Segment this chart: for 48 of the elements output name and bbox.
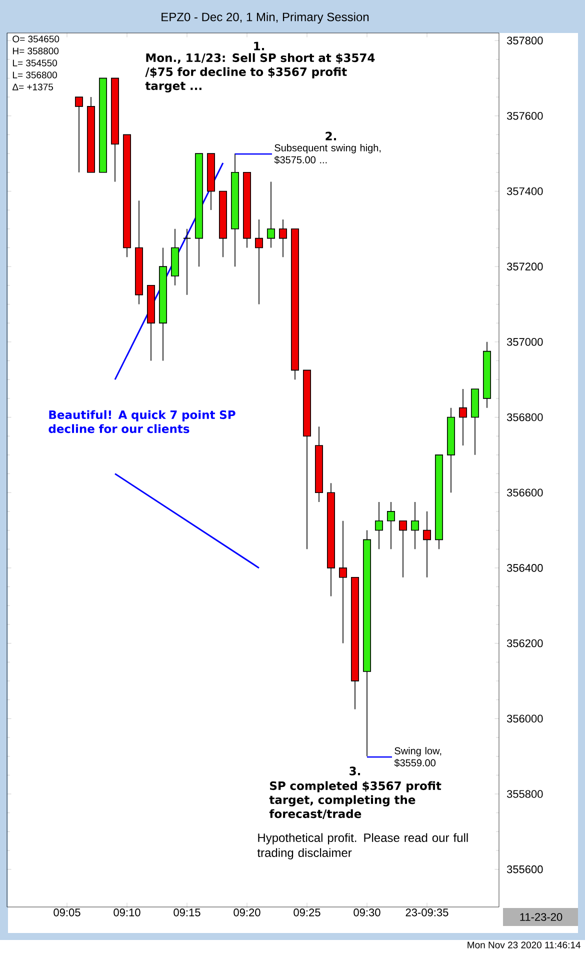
candlestick xyxy=(458,388,467,446)
candlestick xyxy=(266,181,275,248)
candlestick xyxy=(398,520,407,578)
x-tick-label: 09:05 xyxy=(54,908,80,916)
annotation: Beautiful! A quick 7 point SP decline for our clients xyxy=(48,410,236,434)
y-tick-label: 357000 xyxy=(506,338,543,346)
annotation: 1. xyxy=(254,42,264,50)
candlestick xyxy=(374,502,383,550)
candlestick xyxy=(410,502,419,550)
chart-title: EPZ0 - Dec 20, 1 Min, Primary Session xyxy=(162,12,369,24)
annotation: O= 354650 xyxy=(12,36,60,42)
y-tick-label: 357800 xyxy=(506,36,543,44)
annotation: Subsequent swing high, $3575.00 ... xyxy=(274,144,381,164)
y-tick-label: 356600 xyxy=(506,488,543,496)
annotation: H= 358800 xyxy=(12,48,59,54)
candlestick xyxy=(182,228,192,296)
annotation: Δ= +1375 xyxy=(12,84,54,90)
text: 11-23-20 xyxy=(520,913,562,921)
annotation: SP completed $3567 profit target, completing the forecast/trade xyxy=(269,781,442,819)
y-tick-label: 356400 xyxy=(506,564,543,572)
candlestick xyxy=(75,96,83,173)
y-tick-label: 356200 xyxy=(506,639,543,648)
x-tick-label: 09:15 xyxy=(174,908,200,916)
y-tick-label: 355800 xyxy=(506,790,543,798)
x-tick-label: 23-09:35 xyxy=(406,908,448,916)
annotation: Swing low, $3559.00 xyxy=(394,747,442,767)
annotation: L= 356800 xyxy=(12,72,57,78)
annotation: L= 354550 xyxy=(12,60,57,66)
y-tick-label: 356000 xyxy=(506,714,543,723)
candlestick xyxy=(423,511,431,578)
annotation: 2. xyxy=(326,132,336,140)
x-tick-label: 09:10 xyxy=(114,908,140,916)
y-tick-label: 357400 xyxy=(506,187,543,196)
y-tick-label: 357200 xyxy=(506,262,543,270)
y-tick-label: 357600 xyxy=(506,112,543,120)
text: Mon Nov 23 2020 11:46:14 xyxy=(468,942,581,948)
annotation: 3. xyxy=(350,766,360,776)
candlestick xyxy=(255,219,263,305)
candlestick xyxy=(279,219,287,258)
y-tick-label: 356800 xyxy=(506,413,543,422)
x-tick-label: 09:20 xyxy=(234,908,260,916)
annotation: Hypothetical profit. Please read our full trading disclaimer xyxy=(257,833,468,860)
candlestick xyxy=(386,502,395,550)
x-tick-label: 09:25 xyxy=(294,908,320,916)
annotation: Mon., 11/23: Sell SP short at $3574 /$75 for decline to $3567 profit target ... xyxy=(145,53,375,92)
y-tick-label: 355600 xyxy=(506,865,543,874)
candlestick xyxy=(339,520,347,644)
x-tick-label: 09:30 xyxy=(354,908,380,916)
